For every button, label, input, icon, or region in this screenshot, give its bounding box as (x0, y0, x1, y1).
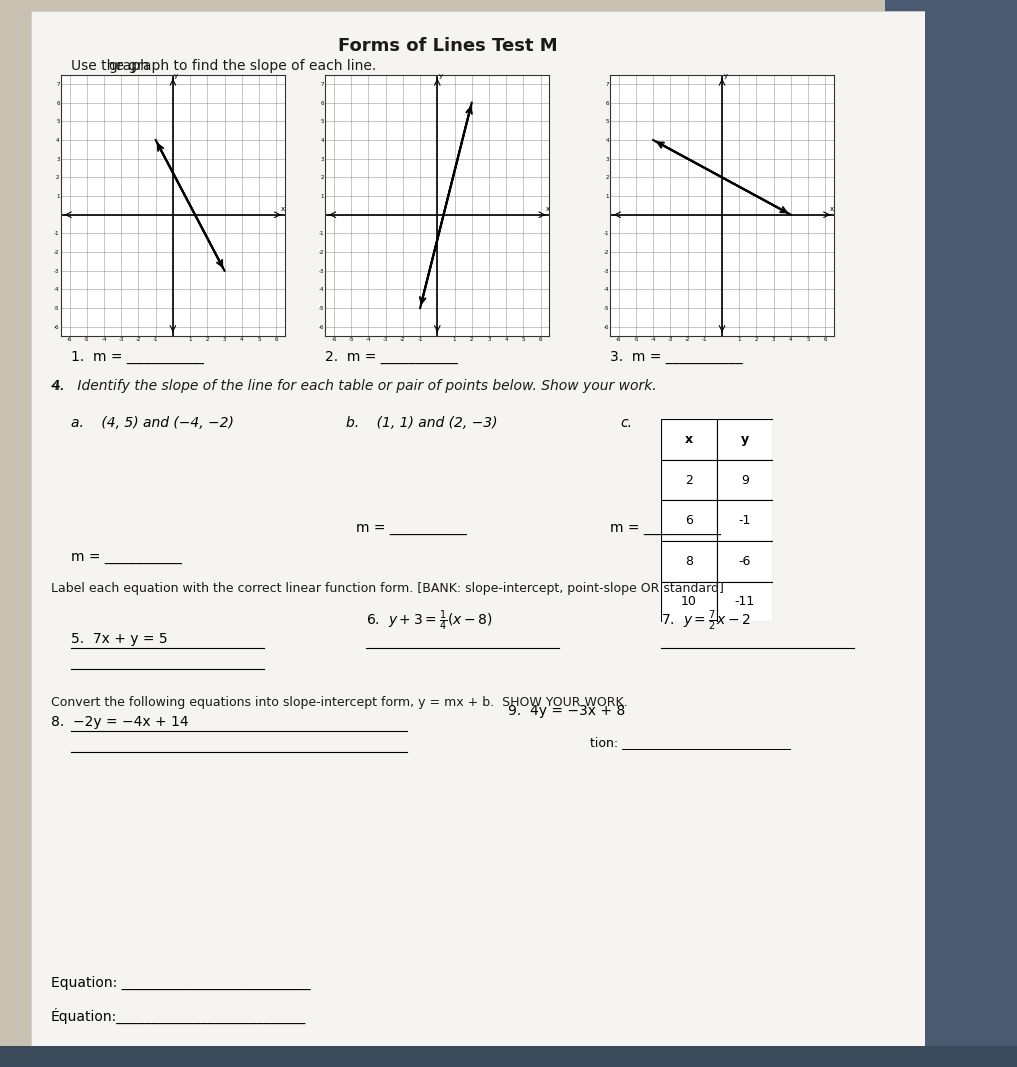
Text: 8: 8 (685, 555, 693, 568)
Text: -1: -1 (738, 514, 752, 527)
Text: 2.  m = ___________: 2. m = ___________ (325, 350, 459, 364)
Bar (661, 582, 717, 622)
Text: Équation:___________________________: Équation:___________________________ (51, 1008, 306, 1024)
Bar (717, 582, 773, 622)
Text: x: x (545, 206, 549, 212)
Bar (717, 541, 773, 582)
Text: 3.  m = ___________: 3. m = ___________ (610, 350, 743, 364)
Text: y: y (438, 74, 442, 79)
Text: graph: graph (108, 59, 148, 73)
Bar (661, 500, 717, 541)
Text: x: x (685, 433, 693, 446)
Text: m = ___________: m = ___________ (71, 550, 182, 563)
Text: 9: 9 (741, 474, 749, 487)
Text: 2: 2 (685, 474, 693, 487)
Text: Forms of Lines Test M: Forms of Lines Test M (338, 37, 557, 55)
Text: 5.  7x + y = 5: 5. 7x + y = 5 (71, 632, 168, 646)
Text: 7.  $y = \frac{7}{2}x - 2$: 7. $y = \frac{7}{2}x - 2$ (661, 608, 751, 633)
Text: 10: 10 (681, 595, 697, 608)
Text: x: x (830, 206, 834, 212)
Text: 4.   Identify the slope of the line for each table or pair of points below. Show: 4. Identify the slope of the line for ea… (51, 379, 657, 393)
Text: a.    (4, 5) and (−4, −2): a. (4, 5) and (−4, −2) (71, 416, 234, 430)
Text: 4.: 4. (51, 379, 64, 393)
Text: Equation: ___________________________: Equation: ___________________________ (51, 976, 310, 990)
Bar (717, 460, 773, 500)
Text: y: y (174, 74, 178, 79)
Text: m = ___________: m = ___________ (610, 521, 721, 535)
Text: m = ___________: m = ___________ (356, 521, 467, 535)
Text: 9.  4y = −3x + 8: 9. 4y = −3x + 8 (508, 704, 625, 718)
Text: tion: ___________________________: tion: ___________________________ (590, 736, 791, 749)
Text: Label each equation with the correct linear function form. [BANK: slope-intercep: Label each equation with the correct lin… (51, 582, 724, 594)
Text: 8.  −2y = −4x + 14: 8. −2y = −4x + 14 (51, 715, 188, 729)
Text: 1.  m = ___________: 1. m = ___________ (71, 350, 204, 364)
Bar (661, 460, 717, 500)
Text: -11: -11 (735, 595, 755, 608)
FancyBboxPatch shape (31, 11, 925, 1046)
Bar (717, 419, 773, 460)
Bar (661, 541, 717, 582)
Text: -6: -6 (738, 555, 752, 568)
Text: b.    (1, 1) and (2, −3): b. (1, 1) and (2, −3) (346, 416, 497, 430)
Bar (661, 419, 717, 460)
Text: x: x (281, 206, 285, 212)
Text: Use the graph to find the slope of each line.: Use the graph to find the slope of each … (71, 59, 376, 73)
Bar (717, 500, 773, 541)
Text: Convert the following equations into slope-intercept form, y = mx + b.  SHOW YOU: Convert the following equations into slo… (51, 696, 627, 708)
Text: 6: 6 (685, 514, 693, 527)
Text: y: y (723, 74, 727, 79)
Text: c.: c. (620, 416, 633, 430)
Text: y: y (741, 433, 749, 446)
Text: 6.  $y + 3 = \frac{1}{4}(x - 8)$: 6. $y + 3 = \frac{1}{4}(x - 8)$ (366, 608, 493, 633)
